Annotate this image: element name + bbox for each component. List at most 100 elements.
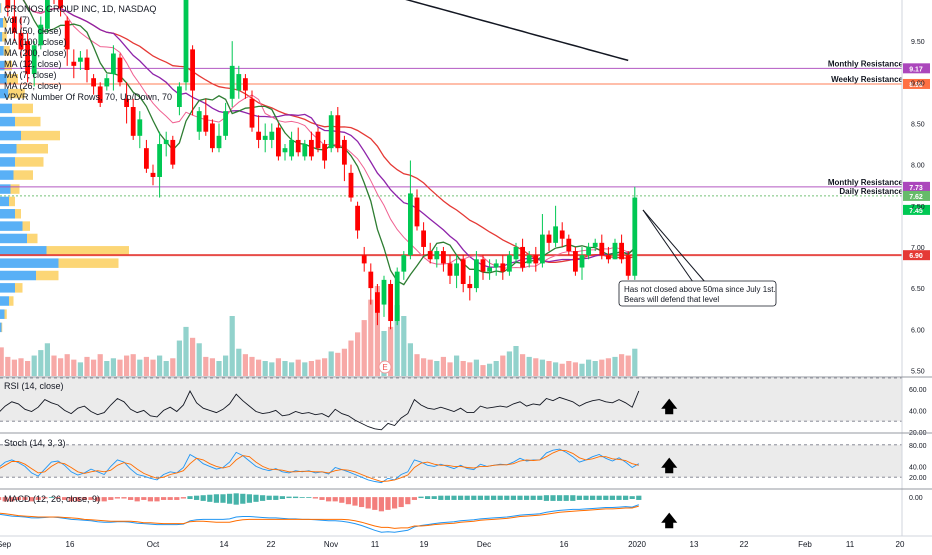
time-tick-label: Feb — [798, 540, 812, 549]
annotation-box[interactable] — [618, 280, 777, 307]
vpvr-up-bar — [0, 32, 3, 42]
volume-bar — [348, 340, 354, 376]
candle-body — [401, 255, 407, 272]
macd-histogram-bar — [22, 497, 28, 500]
macd-histogram-bar — [491, 495, 497, 500]
earnings-marker[interactable] — [378, 360, 392, 374]
macd-histogram-bar — [444, 495, 450, 500]
macd-histogram-bar — [319, 497, 325, 500]
vpvr-down-bar — [3, 46, 10, 56]
annotation-pointer-line — [642, 209, 706, 283]
candle-body — [599, 242, 605, 256]
volume-bar — [31, 355, 37, 376]
candle-body — [276, 127, 281, 157]
candle-body — [427, 251, 433, 260]
volume-bar — [440, 356, 446, 376]
price-tick-label: 6.00 — [911, 327, 925, 334]
volume-bar — [500, 355, 506, 376]
macd-histogram-bar — [101, 497, 107, 502]
indicator-ma12[interactable]: MA (12, close) — [4, 59, 62, 69]
volume-bar — [533, 358, 539, 376]
candle-body — [335, 115, 341, 149]
candle-body — [559, 230, 565, 239]
stoch-up-arrow-icon: 🡅 — [661, 457, 678, 475]
macd-histogram-bar — [550, 495, 556, 501]
macd-histogram-bar — [35, 497, 41, 500]
volume-bar — [104, 361, 110, 376]
level-price-tag-label: 8.98 — [909, 82, 923, 89]
indicator-ma50[interactable]: MA (50, close) — [4, 26, 62, 36]
macd-histogram-bar — [312, 497, 318, 499]
time-tick-label: Oct — [147, 540, 160, 549]
volume-bar — [295, 359, 301, 376]
indicator-ma26[interactable]: MA (26, close) — [4, 81, 62, 91]
candle-body — [408, 193, 413, 256]
volume-bar — [282, 361, 288, 376]
stoch-band — [0, 444, 902, 478]
volume-bar — [71, 359, 77, 376]
vpvr-down-bar — [21, 130, 60, 141]
volume-bar — [110, 358, 116, 376]
vpvr-up-bar — [0, 74, 7, 84]
candle-body — [493, 263, 499, 268]
macd-histogram-bar — [0, 497, 2, 500]
macd-histogram-bar — [68, 497, 74, 502]
time-tick-label: Dec — [477, 540, 491, 549]
volume-bar — [460, 361, 466, 376]
macd-histogram-bar — [48, 497, 54, 498]
vpvr-up-bar — [0, 103, 12, 114]
indicator-vpvr[interactable]: VPVR Number Of Rows, 70, Up/Down, 70 — [4, 92, 173, 102]
macd-histogram-bar — [405, 497, 411, 505]
macd-histogram-bar — [378, 497, 384, 512]
macd-histogram-bar — [524, 495, 530, 500]
macd-histogram-bar — [240, 493, 246, 504]
vpvr-up-bar — [0, 157, 15, 167]
candle-body — [256, 131, 261, 140]
indicator-vol[interactable]: Vol (7) — [4, 15, 31, 25]
vpvr-down-bar — [4, 60, 12, 71]
macd-histogram-bar — [510, 495, 516, 500]
macd-histogram-bar — [576, 495, 582, 500]
volume-bar — [91, 359, 97, 376]
candle-body — [355, 205, 360, 231]
vpvr-down-bar — [8, 88, 25, 99]
indicator-ma100[interactable]: MA (100, close) — [4, 37, 67, 47]
macd-pane-label: MACD (12, 26, close, 9) — [4, 494, 100, 504]
macd-histogram-bar — [141, 497, 147, 500]
volume-bar — [256, 359, 262, 376]
level-price-tag — [903, 63, 930, 74]
candle-body — [229, 65, 235, 99]
vpvr-down-bar — [3, 18, 7, 28]
candle-body — [394, 271, 400, 322]
volume-bar — [38, 350, 44, 376]
candle-body — [328, 115, 334, 149]
indicator-ma200[interactable]: MA (200, close) — [4, 48, 67, 58]
level-label: Monthly Resistance — [828, 59, 904, 68]
vpvr-down-bar — [46, 246, 129, 256]
macd-histogram-bar — [537, 495, 543, 500]
macd-histogram-bar — [154, 497, 160, 502]
macd-histogram-bar — [75, 497, 81, 502]
candle-body — [460, 259, 466, 284]
vpvr-up-bar — [0, 209, 15, 219]
candle-body — [454, 263, 459, 276]
time-tick-label: 19 — [420, 540, 429, 549]
candle-body — [447, 263, 453, 276]
annotation-line-2: Bears will defend that level — [624, 295, 719, 304]
level-price-tag — [903, 78, 930, 89]
macd-histogram-bar — [365, 497, 371, 509]
volume-bar — [308, 361, 314, 376]
macd-histogram-bar — [9, 497, 15, 502]
candle-body — [606, 255, 611, 260]
macd-histogram-bar — [246, 494, 252, 503]
indicator-ma7[interactable]: MA (7, close) — [4, 70, 57, 80]
volume-bar — [355, 332, 361, 376]
volume-bar — [176, 340, 182, 376]
chart-title[interactable]: CRONOS GROUP INC, 1D, NASDAQ — [4, 4, 157, 14]
price-tick-label: 7.50 — [911, 204, 925, 211]
volume-bar — [559, 363, 565, 376]
annotation-line-1: Has not closed above 50ma since July 1st… — [624, 285, 776, 294]
stoch-pane-label: Stoch (14, 3, 3) — [4, 438, 66, 448]
vpvr-up-bar — [0, 233, 27, 244]
